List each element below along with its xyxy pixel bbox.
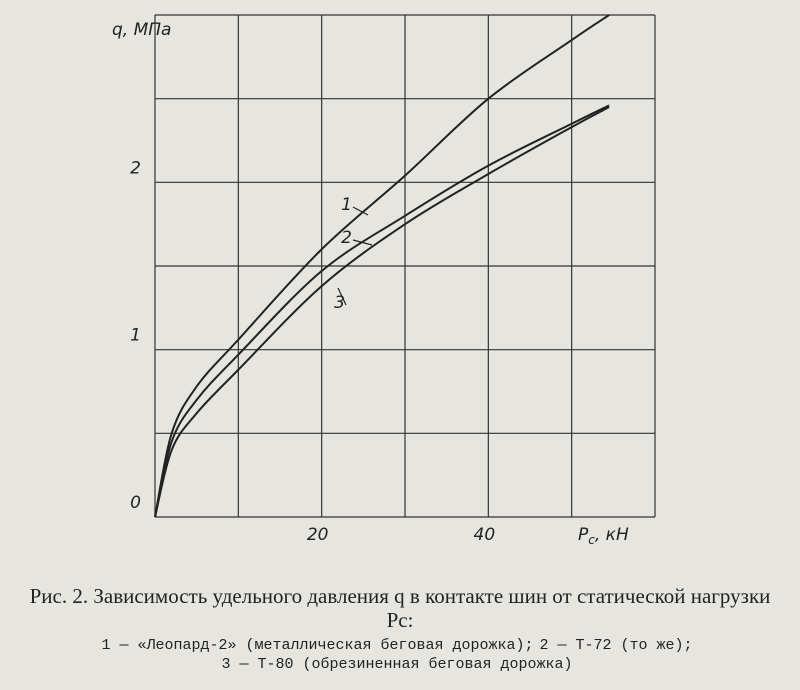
y-tick-label: 2: [130, 158, 141, 178]
leader-line: [352, 239, 373, 246]
leader-line: [337, 287, 347, 306]
caption-note: 3 — Т-80 (обрезиненная беговая дорожка): [221, 656, 573, 673]
caption-notes: 1 — «Леопард-2» (металлическая беговая д…: [20, 636, 780, 674]
caption-note: 1 — «Леопард-2» (металлическая беговая д…: [101, 637, 534, 654]
x-label-unit: , кН: [595, 525, 629, 545]
curve-label: 3: [334, 293, 345, 313]
x-axis-label: Pс, кН: [578, 525, 629, 547]
curve: [154, 104, 610, 518]
curve: [154, 14, 610, 518]
caption-note: 2 — Т-72 (то же);: [539, 637, 693, 654]
y-axis-label: q, МПа: [112, 20, 171, 40]
x-label-symbol: P: [578, 525, 589, 545]
x-label-sub: с: [588, 533, 595, 547]
y-tick-label: 1: [130, 326, 141, 346]
curve: [154, 106, 610, 518]
x-tick-label: 20: [307, 525, 329, 545]
curve-label: 2: [341, 228, 352, 248]
y-tick-label: 0: [130, 493, 141, 513]
chart: q, МПа Pс, кН 0 1 2 20 40 1 2 3: [112, 14, 656, 547]
caption-title: Рис. 2. Зависимость удельного давления q…: [29, 584, 771, 632]
leader-line: [352, 206, 369, 216]
curve-label: 1: [341, 195, 352, 215]
x-tick-label: 40: [474, 525, 496, 545]
